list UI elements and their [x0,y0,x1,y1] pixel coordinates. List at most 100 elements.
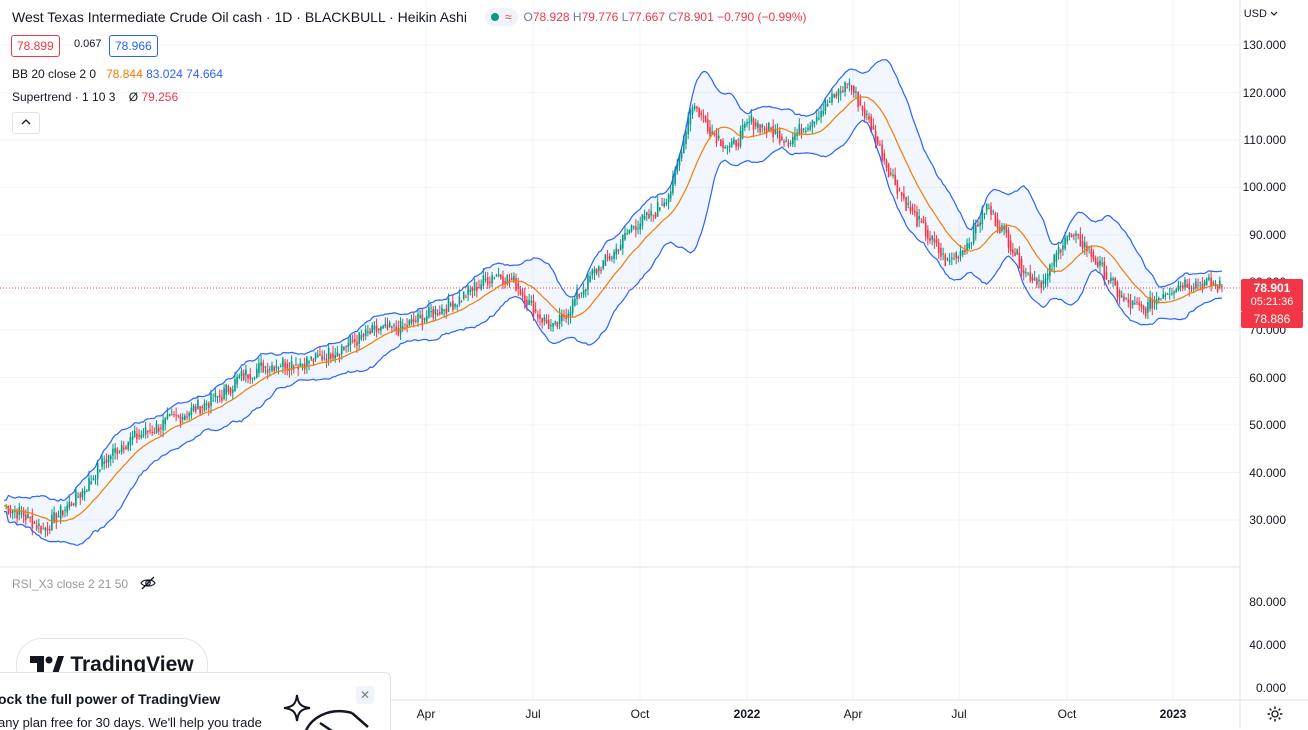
candle-down [1012,249,1014,254]
candle-down [29,517,31,519]
candle-up [94,479,97,481]
candle-down [179,415,182,423]
candle-down [345,346,347,348]
supertrend-legend[interactable]: Supertrend · 1 10 3 Ø 79.256 [12,90,178,104]
candle-down [116,448,119,454]
supertrend-empty-symbol: Ø [128,90,139,104]
candle-down [412,319,415,322]
candle-down [415,320,417,322]
candle-up [1121,295,1123,298]
close-icon[interactable]: ✕ [356,686,374,704]
candle-up [495,275,498,277]
candle-down [654,213,657,218]
candle-up [866,113,868,115]
rsi-tick: 80.000 [1249,595,1286,609]
candle-down [846,87,848,89]
candle-down [842,90,844,93]
candle-down [330,354,332,359]
market-open-icon [490,13,499,21]
candle-up [1016,249,1018,255]
candle-down [883,152,886,161]
candle-up [571,299,574,313]
candle-down [916,211,918,227]
candle-up [380,326,382,331]
candle-up [632,226,635,228]
rsi-indicator-label[interactable]: RSI_X3 close 2 21 50 [12,577,129,591]
promo-banner[interactable]: ock the full power of TradingView any pl… [0,672,391,730]
last-price-label[interactable]: 78.901 05:21:36 [1241,279,1303,311]
candle-up [271,365,273,371]
candle-down [977,224,979,227]
ohlc-low-value: 77.667 [628,10,666,24]
rsi-tick: 40.000 [1249,638,1286,652]
candle-down [284,362,286,369]
candle-down [354,339,356,342]
candle-down [16,510,18,519]
candle-down [922,218,925,223]
candle-down [896,179,899,194]
market-status-pill[interactable]: ≈ [484,8,518,26]
candle-up [1066,236,1069,242]
candle-down [519,289,522,295]
candle-down [534,309,537,312]
candle-up [441,307,443,315]
candle-up [1055,252,1058,262]
candle-down [1142,306,1145,310]
candle-up [327,347,330,360]
candle-up [813,122,816,124]
candle-up [236,377,238,385]
candle-up [232,389,234,393]
candle-up [131,436,134,440]
candle-up [425,316,428,322]
currency-selector[interactable]: USD [1244,8,1278,20]
candle-up [1062,245,1064,250]
candle-up [162,420,164,431]
candle-down [850,85,853,90]
candle-up [133,430,136,437]
candle-up [349,336,352,346]
candle-down [526,299,528,306]
candle-up [768,123,770,131]
sell-price-button[interactable]: 78.899 [11,35,60,57]
symbol-title[interactable]: West Texas Intermediate Crude Oil cash ·… [12,9,467,25]
candle-up [1044,278,1047,285]
candle-up [972,223,975,244]
candle-up [443,310,445,311]
lower-price-marker: 78.886 [1241,311,1303,328]
candle-down [890,172,892,175]
candle-down [635,226,637,231]
eye-off-icon[interactable] [140,575,156,591]
candle-up [334,355,336,359]
gear-icon[interactable] [1266,705,1284,723]
candle-up [491,275,493,284]
ohlc-low-label: L [621,10,629,24]
candle-up [687,117,689,134]
candle-down [606,257,609,259]
candle-down [303,363,306,370]
candle-up [717,135,720,139]
candle-up [277,367,280,369]
candle-down [375,325,378,332]
candle-up [750,115,753,123]
candle-up [676,162,679,173]
legend-collapse-button[interactable] [12,112,40,134]
candle-up [693,106,696,109]
promo-title: ock the full power of TradingView [0,691,221,707]
buy-price-button[interactable]: 78.966 [109,35,158,57]
candle-up [275,366,278,369]
candle-up [168,414,171,417]
candle-down [7,505,10,514]
candle-up [611,257,613,259]
candle-up [253,377,256,379]
candle-up [469,289,472,292]
candle-down [395,326,397,331]
legend-title-row: West Texas Intermediate Crude Oil cash ·… [12,8,807,26]
candle-down [125,447,127,449]
candle-up [798,124,801,134]
candle-down [421,314,424,325]
candle-up [14,510,16,512]
price-tick: 30.000 [1249,513,1286,527]
candle-up [1064,237,1066,249]
bb-legend[interactable]: BB 20 close 2 0 78.844 83.024 74.664 [12,67,223,81]
